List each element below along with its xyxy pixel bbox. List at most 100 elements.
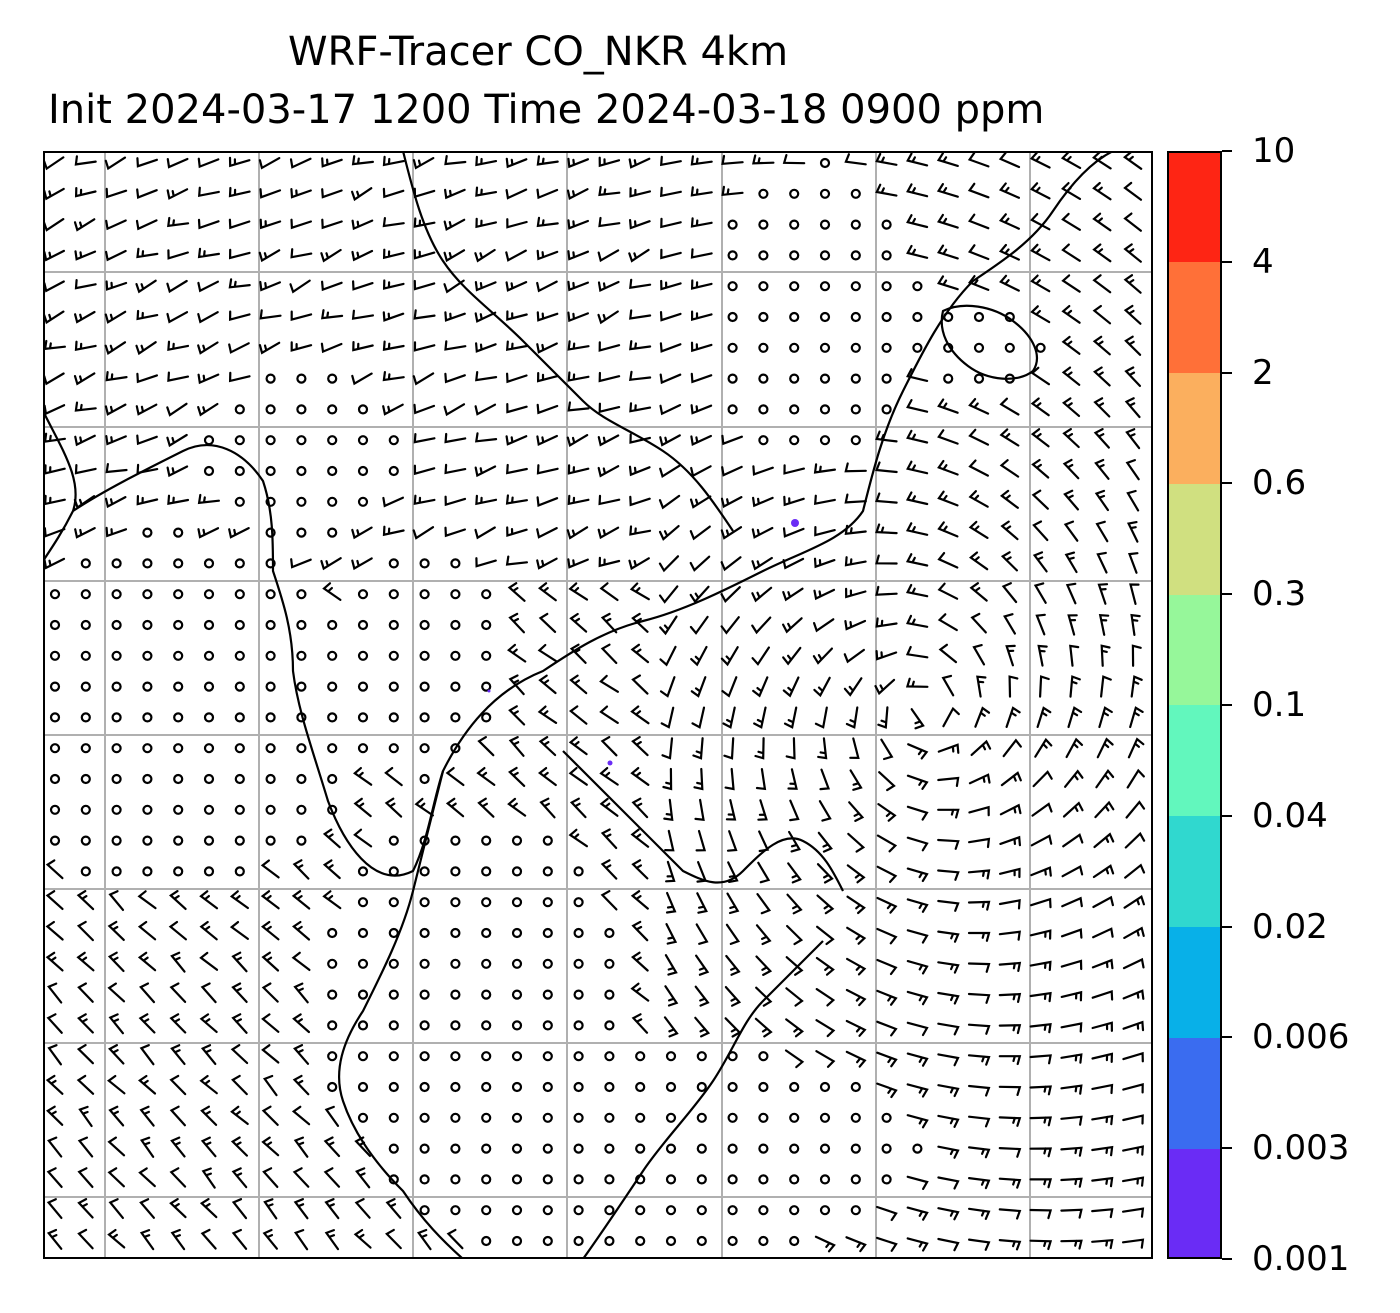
wind-barb [599,797,619,817]
wind-barb [1130,675,1143,698]
wind-barb [757,799,768,821]
wind-barb [105,463,128,474]
wind-barb [508,612,525,634]
wind-barb [967,962,991,973]
calm-wind-marker [327,619,338,631]
wind-barb [875,461,898,474]
wind-barb [968,805,990,817]
calm-wind-marker [573,1081,584,1093]
calm-wind-marker [943,373,954,384]
calm-wind-marker [419,1205,430,1216]
calm-wind-marker [357,897,369,908]
calm-wind-marker [296,465,307,477]
calm-wind-marker [111,773,122,785]
wind-barb [537,705,558,724]
wind-barb [413,187,436,199]
wind-barb [293,1229,309,1251]
wind-barb [968,1177,991,1190]
colorbar-tick [1222,1258,1232,1260]
wind-barb [906,774,929,790]
wind-barb [1091,1114,1114,1126]
wind-barb [353,828,373,848]
calm-wind-marker [296,589,307,600]
calm-wind-marker [758,219,769,230]
wind-barb [814,526,836,537]
wind-barb [629,309,652,320]
wind-barb [662,767,673,791]
wind-barb [876,958,898,976]
wind-barb [505,157,528,169]
wind-barb [844,556,867,567]
calm-wind-marker [881,281,892,292]
colorbar-tick-label: 0.006 [1252,1017,1350,1058]
wind-barb [44,494,66,506]
calm-wind-marker [234,619,245,631]
wind-barb [936,183,959,198]
wind-barb [998,1177,1022,1189]
wind-barb [1098,614,1110,636]
wind-barb [1061,243,1081,262]
wind-barb [1030,428,1050,448]
wind-barb [444,495,467,507]
wind-barb [968,520,989,539]
calm-wind-marker [450,1051,461,1062]
wind-barb [874,678,896,696]
wind-barb [505,555,528,566]
wind-barb [846,895,866,915]
wind-barb [167,340,190,352]
colorbar-tick [1222,1036,1232,1039]
calm-wind-marker [604,1174,615,1185]
wind-barb [658,555,680,573]
wind-barb [628,248,650,263]
wind-barb [73,495,96,510]
calm-wind-marker [542,958,553,969]
wind-barb [259,309,282,320]
wind-barb [998,930,1021,941]
calm-wind-marker [234,435,245,446]
wind-barb [849,769,863,791]
wind-barb [628,370,652,381]
wind-barb [787,768,798,790]
wind-barb [1060,959,1083,971]
wind-barb [197,157,220,169]
wind-barb [1030,274,1051,293]
calm-wind-marker [49,650,61,661]
calm-wind-marker [696,1143,707,1154]
wind-barb [45,859,64,880]
wind-barb [755,986,773,1007]
wind-barb [691,310,713,322]
calm-wind-marker [357,1051,369,1062]
wind-barb [138,1167,156,1188]
wind-barb [937,429,959,445]
calm-wind-marker [912,342,923,353]
colorbar-tick-label: 0.3 [1252,574,1307,615]
wind-barb [353,1228,372,1249]
wind-barb [999,459,1020,478]
wind-barb [906,429,929,444]
wind-barb [1125,459,1140,481]
calm-wind-marker [943,311,954,323]
wind-barb [875,492,898,504]
calm-wind-marker [296,743,307,754]
calm-wind-marker [357,1020,369,1031]
calm-wind-marker [850,404,861,415]
calm-wind-marker [173,650,184,661]
wind-barb [105,187,128,199]
wind-barb [167,371,190,382]
wind-barb [813,588,836,601]
wind-barb [723,737,735,760]
wind-barb [1030,397,1050,417]
wind-barb [230,1136,248,1157]
wind-barb [906,836,929,852]
wind-barb [536,188,559,200]
wind-barb [73,372,96,386]
wind-barb [137,890,157,910]
calm-wind-marker [234,681,245,692]
wind-barb [813,557,836,569]
calm-wind-marker [727,342,738,353]
calm-wind-marker [388,1051,399,1062]
calm-wind-marker [973,311,985,323]
wind-barb [536,464,559,475]
calm-wind-marker [696,1235,707,1247]
wind-barb [259,280,281,292]
